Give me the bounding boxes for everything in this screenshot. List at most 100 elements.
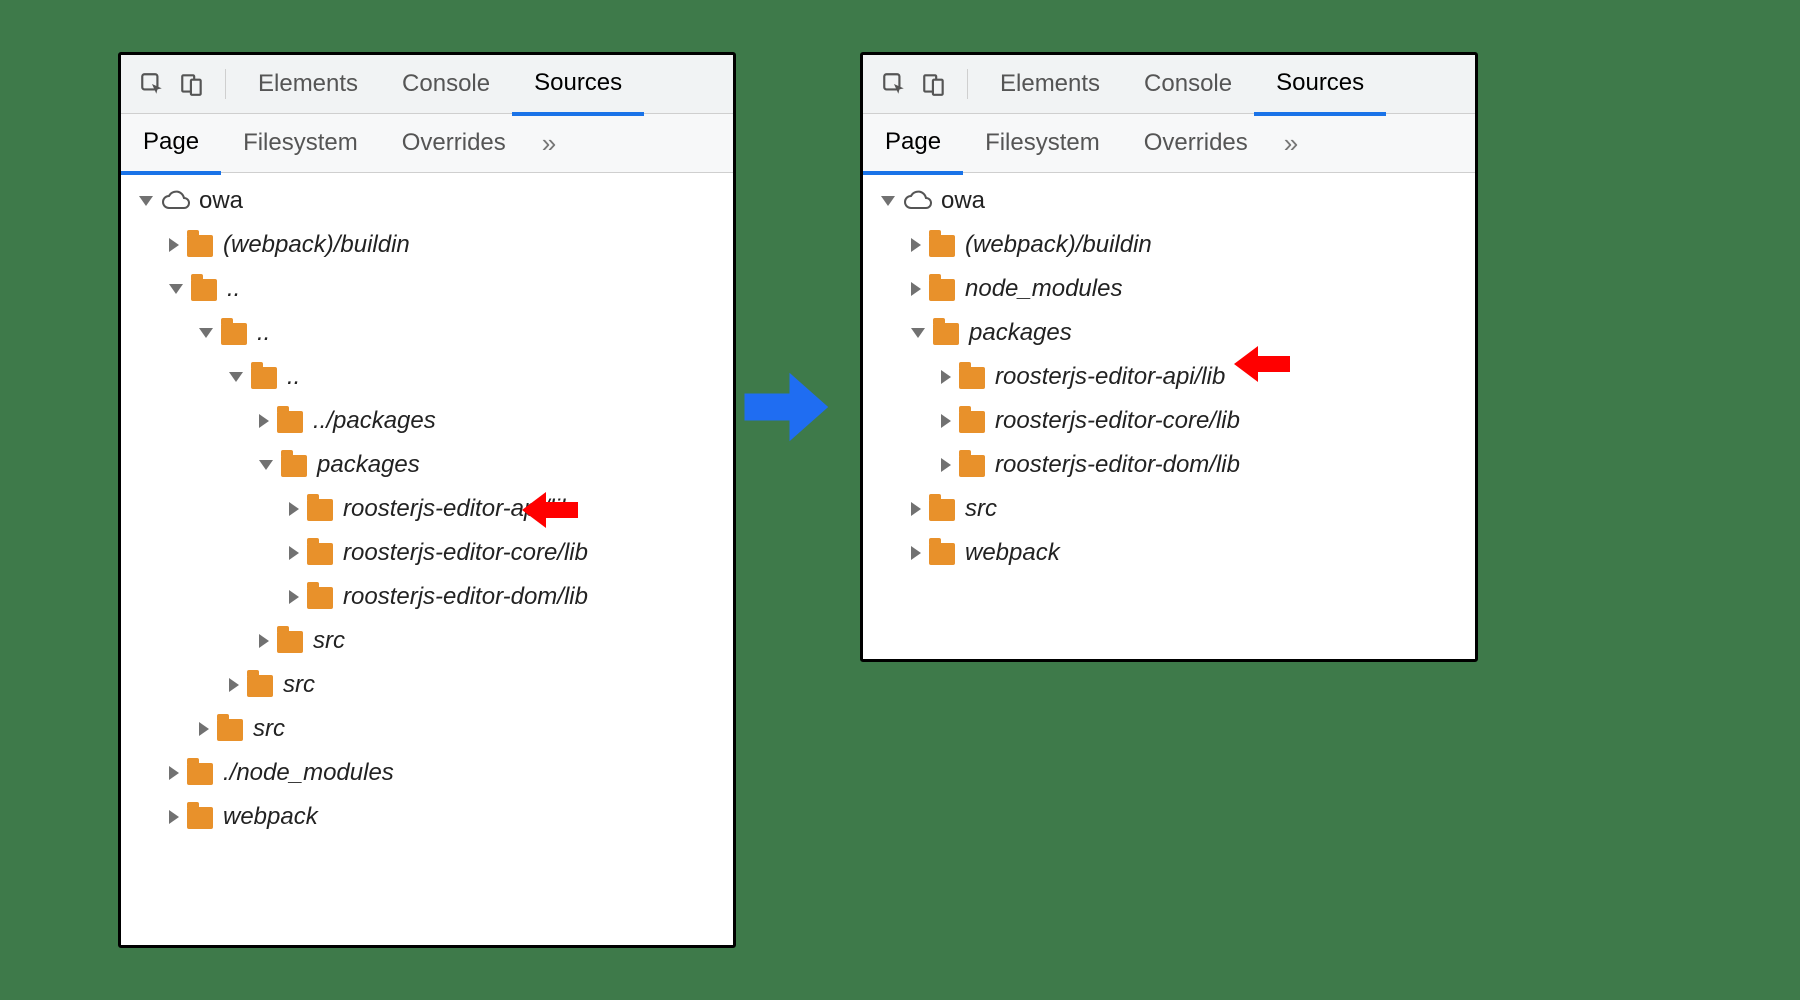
sub-tabs: Page Filesystem Overrides » — [863, 114, 1475, 173]
inspect-icon[interactable] — [881, 71, 907, 97]
folder-icon — [929, 235, 955, 257]
tree-row[interactable]: ../packages — [121, 399, 733, 443]
chevron-right-icon[interactable] — [941, 458, 951, 472]
top-tab-console[interactable]: Console — [1122, 55, 1254, 113]
devtools-panel-left: Elements Console Sources Page Filesystem… — [118, 52, 736, 948]
overflow-icon[interactable]: » — [528, 128, 570, 159]
chevron-down-icon[interactable] — [139, 196, 153, 206]
tree-row[interactable]: .. — [121, 355, 733, 399]
device-toggle-icon[interactable] — [921, 71, 947, 97]
toolbar-icons — [863, 71, 957, 97]
chevron-right-icon[interactable] — [911, 502, 921, 516]
folder-icon — [217, 719, 243, 741]
cloud-icon — [161, 190, 191, 212]
chevron-right-icon[interactable] — [229, 678, 239, 692]
chevron-right-icon[interactable] — [941, 370, 951, 384]
folder-icon — [187, 807, 213, 829]
folder-icon — [251, 367, 277, 389]
folder-icon — [959, 411, 985, 433]
tree-label: packages — [969, 319, 1072, 347]
chevron-down-icon[interactable] — [259, 460, 273, 470]
cloud-icon — [903, 190, 933, 212]
tree-row[interactable]: src — [863, 487, 1475, 531]
tree-row[interactable]: packages — [863, 311, 1475, 355]
chevron-down-icon[interactable] — [911, 328, 925, 338]
folder-icon — [191, 279, 217, 301]
tree-label: webpack — [223, 803, 318, 831]
chevron-down-icon[interactable] — [881, 196, 895, 206]
sub-tab-page[interactable]: Page — [121, 113, 221, 175]
tree-label: (webpack)/buildin — [223, 231, 410, 259]
tree-row[interactable]: .. — [121, 267, 733, 311]
tree-label: src — [965, 495, 997, 523]
folder-icon — [959, 455, 985, 477]
tree-row[interactable]: owa — [121, 179, 733, 223]
overflow-icon[interactable]: » — [1270, 128, 1312, 159]
tree-row[interactable]: ./node_modules — [121, 751, 733, 795]
tab-label: Elements — [258, 70, 358, 98]
chevron-right-icon[interactable] — [289, 502, 299, 516]
sub-tab-overrides[interactable]: Overrides — [380, 114, 528, 172]
top-tab-elements[interactable]: Elements — [236, 55, 380, 113]
chevron-right-icon[interactable] — [169, 238, 179, 252]
chevron-right-icon[interactable] — [199, 722, 209, 736]
tree-row[interactable]: roosterjs-editor-core/lib — [863, 399, 1475, 443]
tree-label: owa — [199, 187, 243, 215]
sub-tab-overrides[interactable]: Overrides — [1122, 114, 1270, 172]
top-tabs: Elements Console Sources — [863, 55, 1475, 114]
tree-row[interactable]: src — [121, 707, 733, 751]
sub-tab-filesystem[interactable]: Filesystem — [963, 114, 1122, 172]
sub-tabs: Page Filesystem Overrides » — [121, 114, 733, 173]
tree-label: roosterjs-editor-core/lib — [343, 539, 588, 567]
inspect-icon[interactable] — [139, 71, 165, 97]
tree-row[interactable]: roosterjs-editor-dom/lib — [863, 443, 1475, 487]
top-tab-sources[interactable]: Sources — [1254, 54, 1386, 116]
chevron-right-icon[interactable] — [169, 766, 179, 780]
tree-row[interactable]: roosterjs-editor-dom/lib — [121, 575, 733, 619]
folder-icon — [277, 631, 303, 653]
tree-row[interactable]: src — [121, 663, 733, 707]
top-tab-console[interactable]: Console — [380, 55, 512, 113]
chevron-right-icon[interactable] — [289, 590, 299, 604]
tree-label: roosterjs-editor-dom/lib — [995, 451, 1240, 479]
chevron-right-icon[interactable] — [911, 546, 921, 560]
tree-row[interactable]: roosterjs-editor-api/lib — [863, 355, 1475, 399]
chevron-right-icon[interactable] — [941, 414, 951, 428]
tree-row[interactable]: .. — [121, 311, 733, 355]
chevron-right-icon[interactable] — [259, 414, 269, 428]
chevron-right-icon[interactable] — [169, 810, 179, 824]
chevron-right-icon[interactable] — [289, 546, 299, 560]
tree-row[interactable]: packages — [121, 443, 733, 487]
tree-row[interactable]: owa — [863, 179, 1475, 223]
folder-icon — [307, 587, 333, 609]
tree-row[interactable]: webpack — [121, 795, 733, 839]
tree-row[interactable]: webpack — [863, 531, 1475, 575]
tree-label: .. — [257, 319, 270, 347]
tree-row[interactable]: node_modules — [863, 267, 1475, 311]
sub-tab-filesystem[interactable]: Filesystem — [221, 114, 380, 172]
chevron-right-icon[interactable] — [259, 634, 269, 648]
red-arrow-right-icon — [1232, 344, 1292, 384]
chevron-right-icon[interactable] — [911, 282, 921, 296]
chevron-down-icon[interactable] — [169, 284, 183, 294]
chevron-down-icon[interactable] — [229, 372, 243, 382]
tab-label: Page — [885, 128, 941, 156]
tab-label: Console — [1144, 70, 1232, 98]
folder-icon — [281, 455, 307, 477]
tree-row[interactable]: (webpack)/buildin — [121, 223, 733, 267]
blue-arrow-icon — [740, 362, 830, 452]
chevron-down-icon[interactable] — [199, 328, 213, 338]
tab-label: Filesystem — [985, 129, 1100, 157]
top-tab-sources[interactable]: Sources — [512, 54, 644, 116]
sub-tab-page[interactable]: Page — [863, 113, 963, 175]
tab-label: Page — [143, 128, 199, 156]
folder-icon — [929, 279, 955, 301]
tree-row[interactable]: src — [121, 619, 733, 663]
chevron-right-icon[interactable] — [911, 238, 921, 252]
tree-row[interactable]: roosterjs-editor-core/lib — [121, 531, 733, 575]
tree-row[interactable]: roosterjs-editor-api/lib — [121, 487, 733, 531]
device-toggle-icon[interactable] — [179, 71, 205, 97]
tree-row[interactable]: (webpack)/buildin — [863, 223, 1475, 267]
folder-icon — [277, 411, 303, 433]
top-tab-elements[interactable]: Elements — [978, 55, 1122, 113]
